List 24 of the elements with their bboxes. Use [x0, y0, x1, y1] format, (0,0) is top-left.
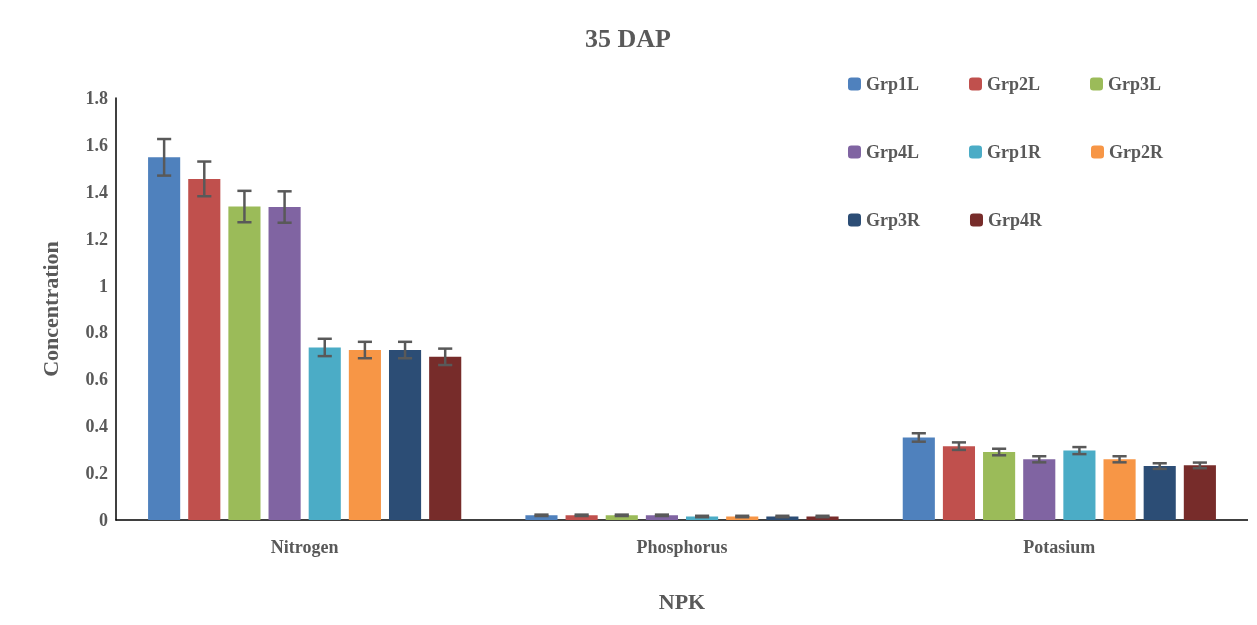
y-tick-label: 0.2 — [85, 463, 108, 484]
x-tick-label: Phosphorus — [636, 537, 728, 557]
legend-label: Grp2R — [1109, 142, 1164, 162]
x-tick-label: Nitrogen — [270, 537, 339, 557]
y-tick-label: 0.4 — [85, 416, 108, 437]
x-tick-label: Potasium — [1023, 537, 1096, 557]
chart-title: 35 DAP — [585, 23, 672, 53]
legend-label: Grp1R — [987, 142, 1042, 162]
y-tick-label: 0 — [99, 510, 108, 530]
legend-label: Grp2L — [987, 74, 1041, 94]
legend-label: Grp3R — [865, 210, 921, 230]
y-tick-label: 1.4 — [85, 181, 108, 202]
y-tick-label: 1 — [99, 275, 108, 296]
legend-label: Grp4L — [865, 142, 920, 162]
y-tick-label: 1.6 — [85, 134, 108, 155]
legend-label: Grp1L — [865, 74, 920, 94]
legend-label: Grp4R — [987, 210, 1043, 230]
legend-label: Grp3L — [1108, 74, 1162, 94]
y-tick-label: 1.8 — [85, 88, 108, 108]
y-tick-label: 0.6 — [85, 369, 108, 390]
y-tick-label: 0.8 — [85, 322, 108, 343]
y-tick-label: 1.2 — [85, 228, 108, 249]
x-axis-title: NPK — [658, 588, 706, 614]
y-axis-title: Concentration — [37, 241, 63, 377]
